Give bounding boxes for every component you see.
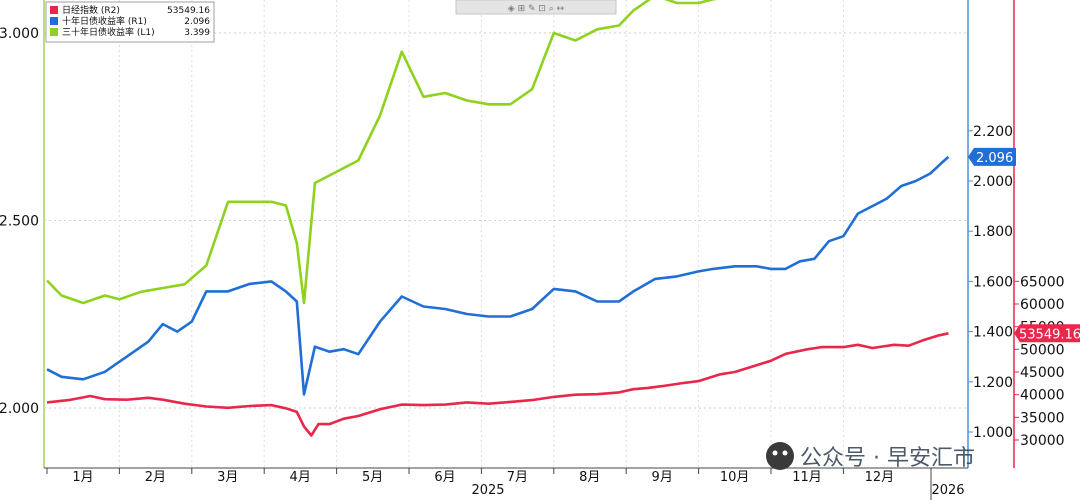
watermark-text: 公众号 · 早安汇市 [800, 446, 975, 471]
r2-tick-label: 60000 [1020, 297, 1065, 313]
legend-swatch [50, 17, 58, 25]
month-label: 7月 [507, 470, 528, 485]
r1-tick-label: 1.000 [973, 425, 1013, 441]
svg-text:◈ ⊞ ✎ ⊡ ⌕ ↔: ◈ ⊞ ✎ ⊡ ⌕ ↔ [508, 4, 565, 14]
right-axis-r2: 3000035000400004500050000550006000065000 [1014, 274, 1065, 449]
flag-r2-value: 53549.16 [1019, 327, 1080, 342]
plot-area [44, 0, 968, 468]
r1-tick-label: 2.200 [973, 124, 1013, 140]
x-axis-months: 1月 2月 3月 4月 5月 6月 7月 8月 9月 10月 11月 12月 [46, 468, 932, 500]
legend-value: 3.399 [184, 28, 210, 38]
month-label: 4月 [290, 470, 311, 485]
left-tick-label: 2.500 [0, 214, 39, 230]
r2-tick-label: 65000 [1020, 274, 1065, 290]
chart-toolbar[interactable]: ◈ ⊞ ✎ ⊡ ⌕ ↔ [455, 0, 617, 15]
r1-tick-label: 1.400 [973, 325, 1013, 341]
series-lines [46, 0, 950, 437]
flag-r1 [968, 147, 1016, 166]
month-label: 11月 [792, 470, 822, 485]
month-label: 9月 [652, 470, 673, 485]
flag-r1-value: 2.096 [976, 151, 1013, 166]
legend: 日经指数 (R2) 53549.16 十年日债收益率 (R1) 2.096 三十年日债收… [45, 1, 215, 43]
month-label: 10月 [720, 470, 750, 485]
legend-value: 2.096 [184, 17, 210, 27]
month-label: 8月 [579, 470, 600, 485]
r2-tick-label: 50000 [1020, 342, 1065, 358]
legend-swatch [50, 6, 58, 14]
r2-tick-label: 45000 [1020, 365, 1065, 381]
month-label: 6月 [434, 470, 455, 485]
next-year-label: 2026 [931, 483, 964, 498]
month-label: 5月 [362, 470, 383, 485]
left-tick-label: 3.000 [0, 26, 39, 42]
left-tick-label: 2.000 [0, 401, 39, 417]
series-line-L1 [46, 0, 717, 305]
series-line-R2 [46, 332, 949, 437]
series-line-R1 [46, 155, 950, 396]
legend-label: 三十年日债收益率 (L1) [62, 26, 155, 38]
year-label: 2025 [471, 483, 504, 498]
legend-label: 日经指数 (R2) [62, 4, 120, 16]
legend-label: 十年日债收益率 (R1) [62, 15, 147, 27]
r1-tick-label: 2.000 [973, 174, 1013, 190]
month-label: 12月 [865, 470, 895, 485]
legend-box [45, 1, 215, 43]
r2-tick-label: 35000 [1020, 410, 1065, 426]
flag-r2 [1014, 324, 1080, 343]
legend-value: 53549.16 [167, 6, 210, 16]
legend-swatch [50, 28, 58, 36]
month-label: 1月 [72, 470, 93, 485]
r2-tick-label: 30000 [1020, 433, 1065, 449]
right-axis-r1: 1.000 1.200 1.400 1.600 1.800 2.000 2.200 [968, 124, 1013, 441]
r2-tick-label: 40000 [1020, 388, 1065, 404]
watermark: 公众号 · 早安汇市 [766, 442, 975, 471]
r1-tick-label: 1.600 [973, 274, 1013, 290]
month-label: 2月 [145, 470, 166, 485]
month-label: 3月 [217, 470, 238, 485]
r1-tick-label: 1.800 [973, 224, 1013, 240]
r1-tick-label: 1.200 [973, 375, 1013, 391]
